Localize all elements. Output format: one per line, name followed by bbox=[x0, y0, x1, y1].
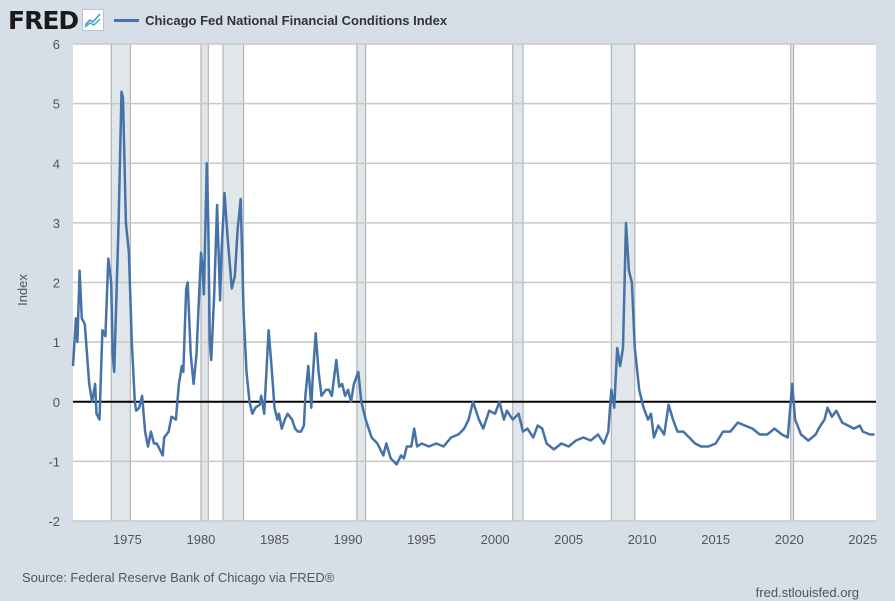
x-tick-label: 2015 bbox=[701, 532, 730, 547]
y-tick-label: 4 bbox=[53, 156, 60, 171]
x-tick-label: 1995 bbox=[407, 532, 436, 547]
legend-swatch bbox=[114, 18, 140, 22]
x-tick-label: 2025 bbox=[848, 532, 877, 547]
x-tick-label: 1985 bbox=[260, 532, 289, 547]
y-tick-label: 0 bbox=[53, 395, 60, 410]
series-line bbox=[71, 90, 875, 466]
x-tick-label: 2010 bbox=[628, 532, 657, 547]
fred-logo[interactable]: FRED bbox=[8, 5, 79, 35]
x-tick-label: 1980 bbox=[186, 532, 215, 547]
y-tick-label: 3 bbox=[53, 216, 60, 231]
chart-header: FRED Chicago Fed National Financial Cond… bbox=[8, 5, 448, 35]
y-axis-label: Index bbox=[15, 274, 30, 306]
x-tick-label: 1990 bbox=[334, 532, 363, 547]
x-tick-label: 2005 bbox=[554, 532, 583, 547]
x-tick-label: 2000 bbox=[481, 532, 510, 547]
legend-label[interactable]: Chicago Fed National Financial Condition… bbox=[145, 12, 448, 28]
y-tick-label: -2 bbox=[48, 514, 60, 529]
y-tick-label: 5 bbox=[53, 97, 60, 112]
y-tick-label: -1 bbox=[48, 454, 60, 469]
y-tick-label: 2 bbox=[53, 276, 60, 291]
chart-line-icon bbox=[82, 9, 105, 31]
x-tick-label: 1975 bbox=[113, 532, 142, 547]
source-note: Source: Federal Reserve Bank of Chicago … bbox=[22, 570, 335, 585]
y-tick-label: 1 bbox=[53, 335, 60, 350]
fred-url[interactable]: fred.stlouisfed.org bbox=[755, 585, 859, 600]
y-tick-label: 6 bbox=[53, 37, 60, 52]
x-tick-label: 2020 bbox=[775, 532, 804, 547]
